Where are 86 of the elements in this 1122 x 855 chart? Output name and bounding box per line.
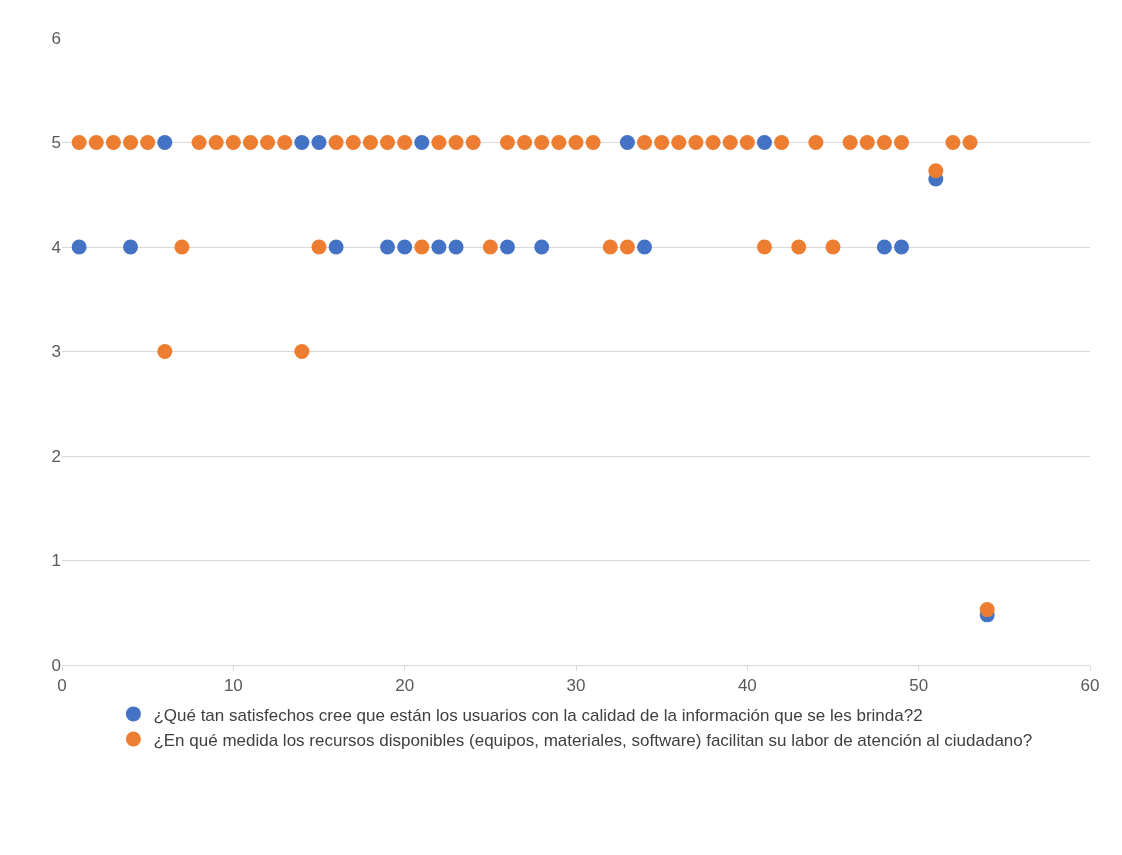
point (414, 135, 430, 150)
point (619, 135, 635, 150)
point (191, 135, 207, 150)
point (380, 239, 396, 255)
point (260, 135, 276, 150)
point (88, 135, 104, 150)
point (397, 135, 413, 150)
point (894, 239, 910, 255)
point (499, 135, 515, 150)
x-tick-label: 40 (737, 676, 757, 696)
point (602, 239, 618, 255)
point (140, 135, 156, 150)
point (345, 135, 361, 150)
point (739, 135, 755, 150)
x-tick-label: 20 (395, 676, 415, 696)
point (551, 135, 567, 150)
y-tick-label: 2 (51, 446, 61, 466)
point (671, 135, 687, 150)
point (71, 239, 87, 255)
point (517, 135, 533, 150)
point (859, 135, 875, 150)
point (688, 135, 704, 150)
point (979, 602, 995, 618)
point (756, 239, 772, 255)
y-tick-label: 4 (51, 237, 61, 257)
point (71, 135, 87, 150)
point (756, 135, 772, 150)
point (242, 135, 258, 150)
y-tick-label: 0 (51, 655, 61, 675)
legend-label: ¿Qué tan satisfechos cree que están los usuarios con la calidad de la información que se les brinda?2 (153, 705, 923, 725)
point (277, 135, 293, 150)
point (431, 135, 447, 150)
point (619, 239, 635, 255)
point (397, 239, 413, 255)
point (722, 135, 738, 150)
x-tick-label: 30 (566, 676, 586, 696)
point (945, 135, 961, 150)
point (414, 239, 430, 255)
point (705, 135, 721, 150)
point (208, 135, 224, 150)
point (380, 135, 396, 150)
point (482, 239, 498, 255)
point (225, 135, 241, 150)
point (876, 135, 892, 150)
point (328, 239, 344, 255)
point (362, 135, 378, 150)
point (499, 239, 515, 255)
point (157, 135, 173, 150)
point (294, 135, 310, 150)
point (534, 239, 550, 255)
point (825, 239, 841, 255)
x-tick-label: 50 (909, 676, 929, 696)
point (105, 135, 121, 150)
point (585, 135, 601, 150)
y-tick-label: 1 (51, 551, 61, 571)
point (876, 239, 892, 255)
point (568, 135, 584, 150)
point (774, 135, 790, 150)
point (534, 135, 550, 150)
point (431, 239, 447, 255)
point (123, 239, 139, 255)
point (157, 344, 173, 359)
point (637, 239, 653, 255)
point (123, 135, 139, 150)
x-tick-label: 10 (223, 676, 243, 696)
point (654, 135, 670, 150)
point (894, 135, 910, 150)
point (174, 239, 190, 255)
x-tick-label: 60 (1080, 676, 1100, 696)
point (842, 135, 858, 150)
point (448, 239, 464, 255)
point (328, 135, 344, 150)
point (294, 344, 310, 359)
point (962, 135, 978, 150)
point (928, 163, 944, 179)
y-tick-label: 6 (51, 28, 61, 48)
point (311, 135, 327, 150)
point (448, 135, 464, 150)
point (311, 239, 327, 255)
y-tick-label: 5 (51, 133, 61, 153)
point (791, 239, 807, 255)
y-tick-label: 3 (51, 342, 61, 362)
point (637, 135, 653, 150)
point (465, 135, 481, 150)
point (808, 135, 824, 150)
legend-label: ¿En qué medida los recursos disponibles (equipos, materiales, software) facilitan su labor de atención al ciudadano? (153, 730, 1033, 750)
